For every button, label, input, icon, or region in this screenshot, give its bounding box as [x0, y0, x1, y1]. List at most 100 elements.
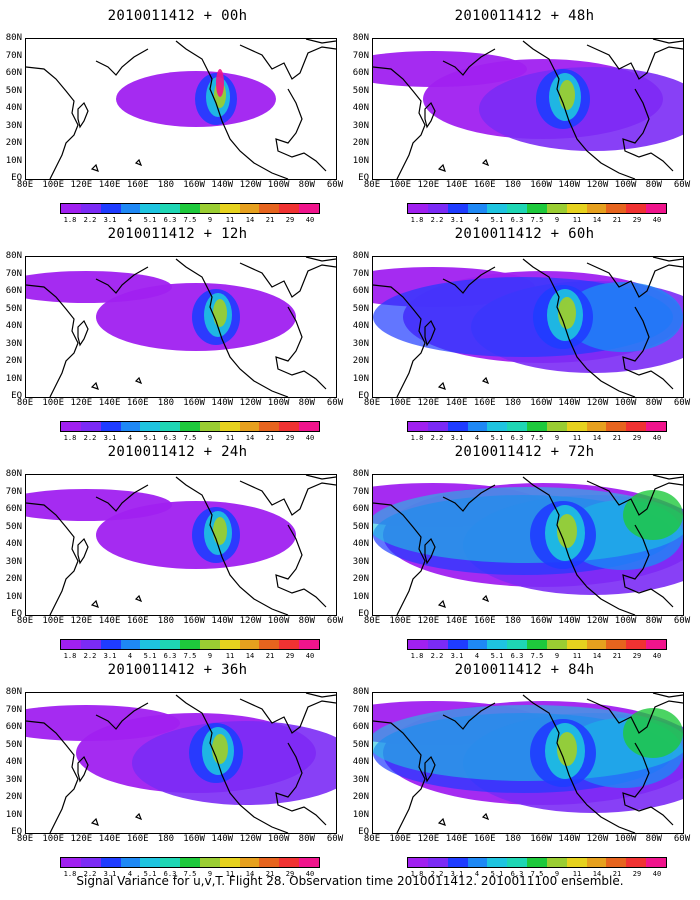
colorbar-level-label: 5.1 [490, 216, 504, 224]
colorbar-swatch [646, 640, 666, 649]
coastline [134, 158, 143, 167]
coastline [424, 755, 436, 783]
colorbar-level-label: 6.3 [163, 652, 177, 660]
latitude-tick-label: 20N [352, 356, 369, 366]
coastline [275, 742, 327, 826]
longitude-tick-label: 100W [267, 180, 290, 190]
colorbar-level-label: 6.3 [163, 434, 177, 442]
longitude-tick-label: 160W [183, 398, 205, 408]
colorbar-level-label: 9 [207, 434, 213, 442]
variance-contour [557, 732, 577, 766]
colorbar-level-label: 7.5 [183, 870, 197, 878]
colorbar-swatch [140, 640, 161, 649]
colorbar-swatch [120, 204, 141, 213]
colorbar-swatch [507, 204, 528, 213]
colorbar-level-label: 29 [285, 870, 295, 878]
colorbar-labels: 1.8 2.2 3.1 4 5.1 6.3 7.5 9 11 14 21 29 40 [60, 652, 320, 662]
coastline [437, 381, 446, 390]
coastline [373, 502, 426, 615]
longitude-tick-label: 140E [98, 616, 121, 626]
colorbar-swatch [586, 640, 607, 649]
map-area [25, 256, 337, 398]
longitude-tick-label: 60W [673, 616, 691, 626]
colorbar-level-label: 14 [592, 216, 602, 224]
coastline [373, 284, 426, 397]
coastline [522, 476, 636, 615]
colorbar-swatch [646, 204, 666, 213]
colorbar-level-label: 11 [225, 434, 235, 442]
coastline [586, 698, 683, 734]
longitude-tick-label: 100E [42, 398, 65, 408]
colorbar-level-label: 40 [652, 216, 662, 224]
colorbar-level-label: 5.1 [490, 652, 504, 660]
longitude-tick-label: 80W [298, 180, 315, 190]
variance-contour [212, 734, 228, 764]
colorbar-swatch [447, 640, 468, 649]
coastline [275, 524, 327, 608]
latitude-tick-label: 70N [5, 704, 22, 715]
colorbar-level-label: 11 [572, 870, 582, 878]
latitude-tick-label: 50N [352, 85, 369, 96]
colorbar-level-label: 2.2 [430, 870, 444, 878]
latitude-tick-label: 30N [5, 338, 22, 349]
colorbar-level-label: 40 [652, 870, 662, 878]
latitude-tick-label: 20N [352, 574, 369, 584]
longitude-tick-label: 120E [70, 616, 93, 626]
latitude-tick-label: 60N [5, 722, 22, 732]
coastline [239, 698, 336, 734]
colorbar-level-label: 4 [127, 216, 133, 224]
longitude-tick-label: 160E [126, 616, 149, 626]
longitude-tick-label: 100E [42, 180, 65, 190]
longitude-tick-label: 180 [157, 180, 175, 190]
colorbar-swatch [427, 858, 448, 867]
coastline [652, 475, 683, 480]
coastline [26, 502, 79, 615]
latitude-tick-label: 30N [352, 338, 369, 349]
colorbar-swatch [100, 204, 121, 213]
colorbar-level-label: 2.2 [83, 870, 97, 878]
coastline [77, 319, 89, 347]
colorbar-swatch [299, 422, 319, 431]
colorbar-level-label: 9 [207, 870, 213, 878]
latitude-axis: 80N 70N 60N 50N 40N 30N 20N 10N EQ [352, 688, 372, 837]
map-panel: 2010011412 + 36h 80N 70N 60N 50N 40N 30N 20N 10N… [5, 662, 350, 884]
coastline [424, 319, 436, 347]
latitude-tick-label: 60N [352, 504, 369, 514]
colorbar-swatch [408, 204, 428, 213]
longitude-tick-label: 80W [298, 616, 315, 626]
colorbar-level-label: 29 [632, 216, 642, 224]
coastline [522, 258, 636, 397]
colorbar-swatch [239, 422, 260, 431]
variance-contour [26, 705, 180, 741]
colorbar-level-label: 1.8 [410, 652, 424, 660]
latitude-tick-label: 80N [5, 469, 22, 479]
map-panel: 2010011412 + 00h 80N 70N 60N 50N 40N 30N 20N 10N… [5, 8, 350, 230]
coastline [77, 101, 89, 129]
longitude-tick-label: 80E [363, 180, 381, 190]
longitude-tick-label: 160W [183, 834, 205, 844]
longitude-tick-label: 60W [673, 834, 691, 844]
longitude-tick-label: 140W [558, 398, 581, 408]
colorbar-swatch [279, 858, 300, 867]
longitude-tick-label: 120E [417, 180, 440, 190]
colorbar-level-label: 1.8 [63, 216, 77, 224]
longitude-tick-label: 100E [389, 834, 412, 844]
colorbar-level-label: 5.1 [143, 652, 157, 660]
colorbar-swatch [467, 204, 488, 213]
coastline [622, 306, 674, 390]
longitude-tick-label: 140W [558, 834, 581, 844]
colorbar-level-label: 14 [245, 216, 255, 224]
colorbar-swatch [646, 858, 666, 867]
colorbar-level-label: 6.3 [163, 216, 177, 224]
colorbar-swatch [626, 422, 647, 431]
longitude-tick-label: 160W [530, 180, 552, 190]
coastline [95, 266, 149, 294]
colorbar-labels: 1.8 2.2 3.1 4 5.1 6.3 7.5 9 11 14 21 29 40 [60, 216, 320, 226]
colorbar-level-label: 6.3 [510, 434, 524, 442]
longitude-tick-label: 140W [211, 834, 234, 844]
variance-contour [26, 489, 172, 521]
colorbar-level-label: 40 [305, 434, 315, 442]
coastline [442, 266, 496, 294]
map-panel: 2010011412 + 48h 80N 70N 60N 50N 40N 30N 20N 10N… [352, 8, 697, 230]
colorbar-swatch [566, 640, 587, 649]
